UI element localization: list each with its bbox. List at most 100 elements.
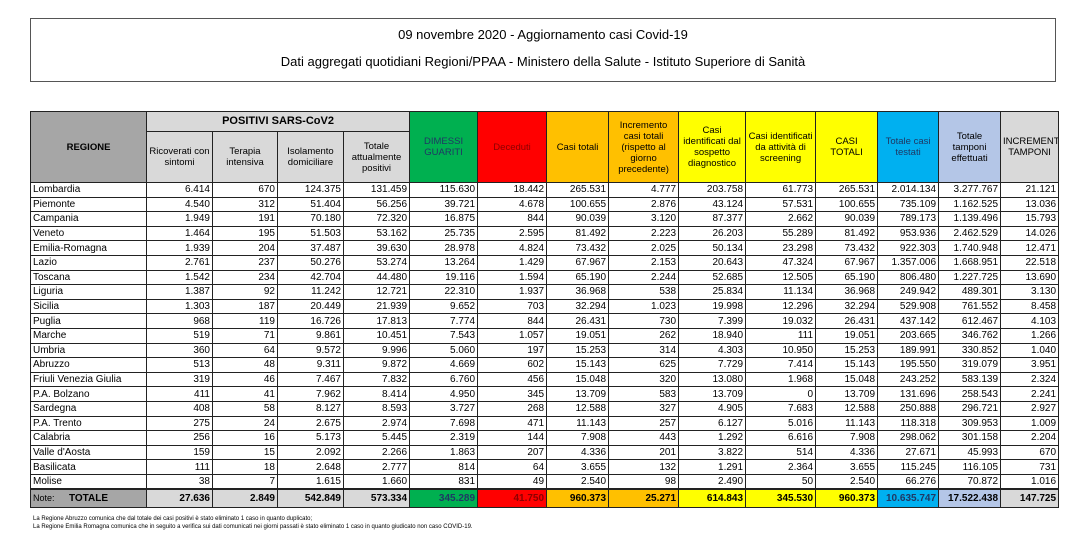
notes: Note: La Regione Abruzzo comunica che da… [33, 493, 473, 531]
table-cell: 18 [212, 459, 278, 475]
table-cell: 23.298 [745, 240, 817, 256]
table-row: P.A. Bolzano 411 41 7.962 8.414 4.950 345 13.70… [30, 386, 1060, 402]
table-cell: 7.467 [277, 371, 344, 388]
header-incremento-casi: Incremento casi totali (rispetto al gior… [608, 111, 680, 183]
table-cell: 51.503 [277, 225, 344, 242]
table-cell: 15.143 [815, 357, 879, 373]
table-cell: 55.289 [745, 225, 817, 242]
table-row: Lazio 2.761 237 50.276 53.274 13.264 1.429 67.9… [30, 254, 1060, 271]
table-cell: 1.429 [477, 254, 548, 271]
table-cell: 3.120 [608, 211, 680, 227]
table-cell: 15.048 [546, 371, 610, 388]
table-row: Umbria 360 64 9.572 9.996 5.060 197 15.253 314 4.… [30, 342, 1060, 359]
table-cell: 22.518 [1000, 254, 1060, 271]
table-cell: 8.593 [342, 400, 411, 417]
table-cell: 2.540 [815, 473, 879, 490]
table-cell: 6.616 [745, 430, 817, 446]
table-cell: 11.143 [815, 415, 879, 432]
table-cell: 92 [212, 284, 278, 300]
table-cell: 2.849 [212, 488, 278, 509]
table-cell: 19.998 [678, 298, 747, 315]
table-row: Emilia-Romagna 1.939 204 37.487 39.630 28.978… [30, 240, 1060, 256]
table-cell: 5.060 [409, 342, 479, 359]
table-cell: 7.908 [815, 430, 879, 446]
table-cell: 234 [212, 269, 278, 286]
table-cell: 6.414 [146, 182, 213, 198]
table-cell: 408 [146, 400, 213, 417]
table-cell: 42.704 [277, 269, 344, 286]
table-cell: 1.740.948 [938, 240, 1002, 256]
table-cell: 17.813 [342, 313, 411, 329]
table-cell: 72.320 [342, 211, 411, 227]
table-cell: 11.242 [277, 284, 344, 300]
table-cell: 2.595 [477, 225, 548, 242]
table-cell: 7.832 [342, 371, 411, 388]
table-cell: 191 [212, 211, 278, 227]
table-cell: 844 [477, 211, 548, 227]
table-cell: 2.777 [342, 459, 411, 475]
table-cell: 18.442 [477, 182, 548, 198]
region-name: Lazio [30, 254, 147, 271]
table-cell: 5.445 [342, 430, 411, 446]
table-cell: 327 [608, 400, 680, 417]
region-name: Calabria [30, 430, 147, 446]
table-cell: 612.467 [938, 313, 1002, 329]
table-cell: 1.016 [1000, 473, 1060, 490]
table-cell: 1.292 [678, 430, 747, 446]
region-name: Marche [30, 327, 147, 344]
table-row: Toscana 1.542 234 42.704 44.480 19.116 1.594 65… [30, 269, 1060, 286]
table-cell: 5.173 [277, 430, 344, 446]
header-casi-screening: Casi identificati da attività di screeni… [745, 111, 817, 183]
table-cell: 19.116 [409, 269, 479, 286]
table-cell: 53.162 [342, 225, 411, 242]
table-cell: 67.967 [546, 254, 610, 271]
table-cell: 41.750 [477, 488, 548, 509]
table-cell: 16.726 [277, 313, 344, 329]
table-cell: 19.032 [745, 313, 817, 329]
table-cell: 24 [212, 415, 278, 432]
table-cell: 9.861 [277, 327, 344, 344]
table-cell: 73.432 [815, 240, 879, 256]
table-cell: 90.039 [815, 211, 879, 227]
table-cell: 2.761 [146, 254, 213, 271]
table-cell: 45.993 [938, 444, 1002, 461]
table-cell: 36.968 [815, 284, 879, 300]
total-label: TOTALE [30, 488, 147, 509]
table-cell: 147.725 [1000, 488, 1060, 509]
table-cell: 1.040 [1000, 342, 1060, 359]
table-cell: 670 [1000, 444, 1060, 461]
table-cell: 614.843 [678, 488, 747, 509]
table-cell: 268 [477, 400, 548, 417]
table-cell: 761.552 [938, 298, 1002, 315]
table-cell: 8.458 [1000, 298, 1060, 315]
region-name: Liguria [30, 284, 147, 300]
table-cell: 2.153 [608, 254, 680, 271]
table-cell: 16 [212, 430, 278, 446]
table-cell: 116.105 [938, 459, 1002, 475]
table-cell: 53.274 [342, 254, 411, 271]
table-cell: 27.636 [146, 488, 213, 509]
table-cell: 2.241 [1000, 386, 1060, 402]
table-cell: 411 [146, 386, 213, 402]
table-cell: 2.266 [342, 444, 411, 461]
header-casi-totali-2: CASI TOTALI [815, 111, 879, 183]
table-cell: 61.773 [745, 182, 817, 198]
table-cell: 2.244 [608, 269, 680, 286]
table-cell: 131.696 [877, 386, 940, 402]
header-tamponi: Totale tamponi effettuati [938, 111, 1002, 183]
report-title: 09 novembre 2020 - Aggiornamento casi Co… [398, 27, 688, 42]
table-cell: 2.204 [1000, 430, 1060, 446]
header-terapia-intensiva: Terapia intensiva [212, 131, 278, 183]
region-name: Abruzzo [30, 357, 147, 373]
table-cell: 1.227.725 [938, 269, 1002, 286]
table-cell: 115.245 [877, 459, 940, 475]
table-cell: 519 [146, 327, 213, 344]
table-cell: 44.480 [342, 269, 411, 286]
table-cell: 2.662 [745, 211, 817, 227]
table-cell: 100.655 [815, 196, 879, 213]
table-row: Piemonte 4.540 312 51.404 56.256 39.721 4.678 1… [30, 196, 1060, 213]
region-name: Molise [30, 473, 147, 490]
table-cell: 7.774 [409, 313, 479, 329]
table-cell: 301.158 [938, 430, 1002, 446]
table-cell: 583.139 [938, 371, 1002, 388]
